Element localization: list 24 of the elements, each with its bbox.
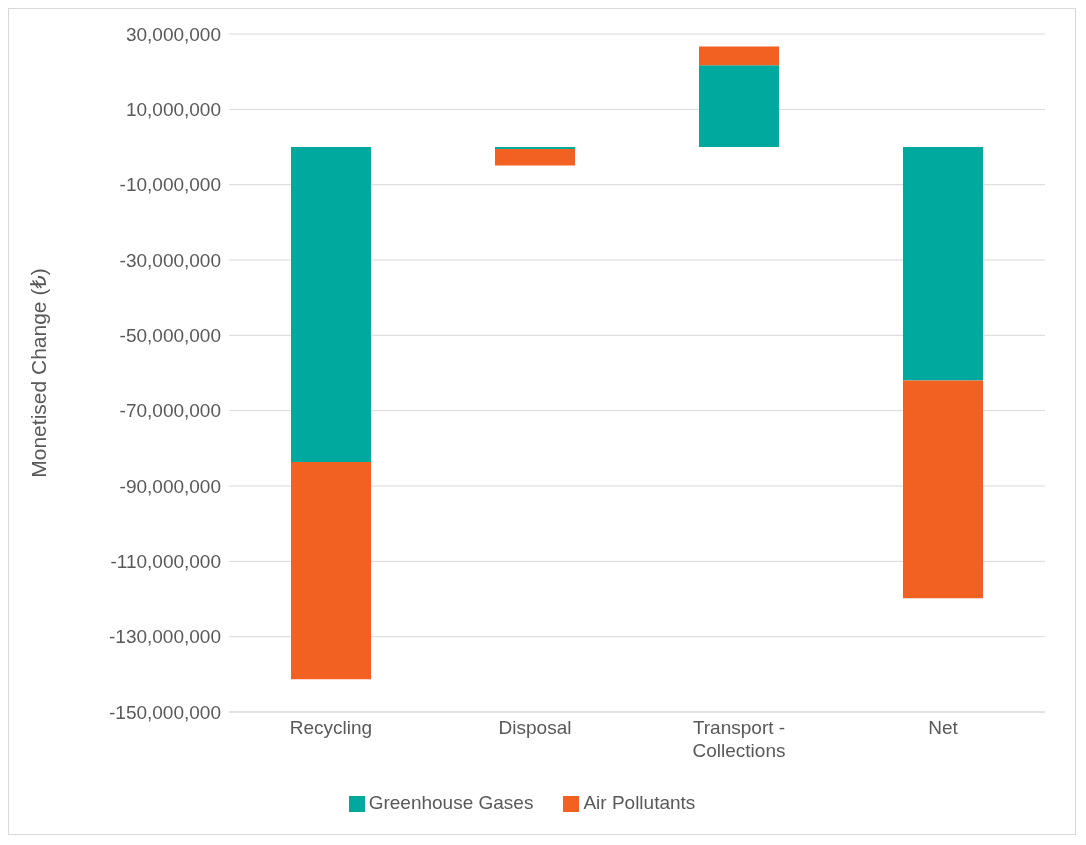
y-tick-label: -150,000,000: [109, 701, 221, 723]
y-tick-label: -70,000,000: [119, 400, 221, 422]
y-tick-label: -90,000,000: [119, 475, 221, 497]
x-tick-label: Recycling: [289, 717, 373, 738]
y-axis-title: Monetised Change (₺): [27, 268, 51, 478]
bar: [291, 461, 371, 680]
y-tick-label: 30,000,000: [125, 23, 221, 45]
x-tick-label: Disposal: [498, 717, 572, 738]
bar: [699, 46, 779, 66]
y-tick-label: -10,000,000: [119, 174, 221, 196]
bar: [903, 147, 983, 381]
legend-label: Air Pollutants: [583, 792, 696, 813]
bar: [699, 65, 779, 147]
bar: [495, 148, 575, 166]
y-tick-label: -30,000,000: [119, 249, 221, 271]
legend-label: Greenhouse Gases: [368, 792, 534, 813]
bar: [291, 147, 371, 462]
y-tick-label: -110,000,000: [110, 551, 221, 573]
y-tick-label: -50,000,000: [119, 325, 221, 347]
y-tick-label: -130,000,000: [109, 626, 221, 648]
y-tick-label: 10,000,000: [125, 99, 221, 121]
x-tick-label: Net: [928, 717, 959, 738]
x-tick-label: Transport - Collections: [692, 717, 786, 761]
bar: [903, 380, 983, 599]
